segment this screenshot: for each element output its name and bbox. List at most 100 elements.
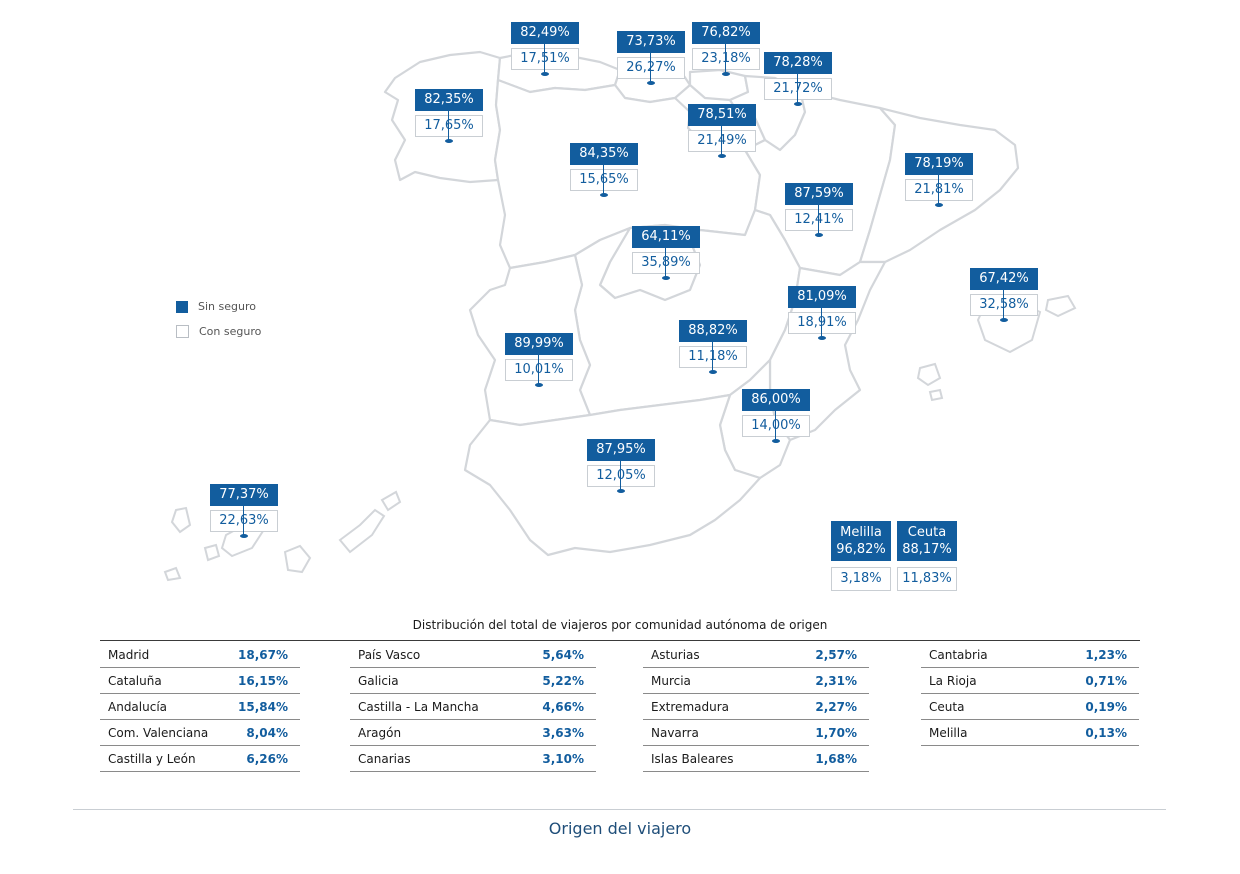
pin-sin-value: 88,82% [679,320,747,342]
legend-swatch-con [176,325,189,338]
pin-sin-value: 73,73% [617,31,685,53]
pin-con-value: 14,00% [742,415,810,437]
pin-madrid: 64,11% 35,89% [632,226,700,280]
pin-dot [535,383,543,387]
pin-stem [721,126,722,156]
table-row: Andalucía 15,84% [100,694,300,720]
pin-con-value: 35,89% [632,252,700,274]
island-el-hierro [163,566,182,582]
island-la-palma [170,506,192,534]
pin-stem [603,165,604,195]
row-value: 0,71% [1085,674,1127,688]
table-row: Murcia 2,31% [643,668,869,694]
pin-cataluna: 78,19% 21,81% [905,153,973,207]
pin-stem [712,342,713,372]
table-column-2: País Vasco 5,64% Galicia 5,22% Castilla - … [350,642,596,772]
pin-islas-baleares: 67,42% 32,58% [970,268,1038,322]
pin-stem [243,506,244,536]
table-column-4: Cantabria 1,23% La Rioja 0,71% Ceuta 0,19% … [921,642,1139,746]
legend-swatch-sin [176,300,188,313]
pin-stem [650,53,651,83]
table-row: Canarias 3,10% [350,746,596,772]
row-name: Madrid [108,648,150,662]
pin-sin-value: 81,09% [788,286,856,308]
pin-stem [818,205,819,235]
pin-sin-value: 82,49% [511,22,579,44]
row-value: 15,84% [238,700,288,714]
table-row: Extremadura 2,27% [643,694,869,720]
legend-con-seguro: Con seguro [176,321,261,340]
pin-dot [935,203,943,207]
pin-dot [772,439,780,443]
pin-con-value: 11,18% [679,346,747,368]
city-sin-value: 96,82% [836,542,886,557]
pin-stem [544,44,545,74]
row-name: Islas Baleares [651,752,734,766]
row-name: Melilla [929,726,968,740]
pin-sin-value: 84,35% [570,143,638,165]
pin-extremadura: 89,99% 10,01% [505,333,573,387]
pin-dot [818,336,826,340]
legend-label-sin: Sin seguro [198,300,256,313]
legend-sin-seguro: Sin seguro [176,296,256,315]
row-name: Aragón [358,726,402,740]
row-name: Com. Valenciana [108,726,209,740]
city-sin-box: Ceuta 88,17% [897,521,957,561]
row-value: 8,04% [246,726,288,740]
legend-label-con: Con seguro [199,325,262,338]
row-value: 3,10% [542,752,584,766]
footer-rule [73,809,1166,810]
row-value: 5,22% [542,674,584,688]
row-value: 5,64% [542,648,584,662]
city-name: Melilla [840,525,882,540]
pin-dot [722,72,730,76]
pin-con-value: 15,65% [570,169,638,191]
row-name: Navarra [651,726,699,740]
row-name: Ceuta [929,700,965,714]
island-fuerteventura [338,508,386,554]
pin-la-rioja: 78,51% 21,49% [688,104,756,158]
city-sin-box: Melilla 96,82% [831,521,891,561]
city-name: Ceuta [907,525,947,540]
pin-stem [448,111,449,141]
island-ibiza [916,362,942,387]
row-value: 1,70% [815,726,857,740]
table-column-3: Asturias 2,57% Murcia 2,31% Extremadura 2,2… [643,642,869,772]
table-row: Islas Baleares 1,68% [643,746,869,772]
island-menorca [1044,294,1077,318]
table-title: Distribución del total de viajeros por c… [412,618,828,632]
pin-dot [1000,318,1008,322]
pin-dot [815,233,823,237]
row-value: 2,57% [815,648,857,662]
pin-canarias: 77,37% 22,63% [210,484,278,538]
pin-dot [709,370,717,374]
row-value: 2,27% [815,700,857,714]
pin-con-value: 12,05% [587,465,655,487]
pin-sin-value: 78,19% [905,153,973,175]
pin-asturias: 82,49% 17,51% [511,22,579,76]
row-value: 2,31% [815,674,857,688]
table-row: Melilla 0,13% [921,720,1139,746]
row-name: Castilla - La Mancha [358,700,479,714]
table-row: Cantabria 1,23% [921,642,1139,668]
pin-sin-value: 87,95% [587,439,655,461]
pin-sin-value: 87,59% [785,183,853,205]
pin-sin-value: 77,37% [210,484,278,506]
row-name: La Rioja [929,674,977,688]
pin-sin-value: 67,42% [970,268,1038,290]
pin-con-value: 12,41% [785,209,853,231]
table-row: Galicia 5,22% [350,668,596,694]
pin-con-value: 18,91% [788,312,856,334]
pin-sin-value: 86,00% [742,389,810,411]
row-name: Castilla y León [108,752,196,766]
pin-con-value: 21,72% [764,78,832,100]
pin-con-value: 23,18% [692,48,760,70]
row-name: Murcia [651,674,691,688]
row-value: 16,15% [238,674,288,688]
pin-navarra: 78,28% 21,72% [764,52,832,106]
city-melilla: Melilla 96,82% 3,18% [831,521,891,591]
pin-con-value: 22,63% [210,510,278,532]
pin-dot [647,81,655,85]
pin-stem [725,44,726,74]
table-row: Ceuta 0,19% [921,694,1139,720]
